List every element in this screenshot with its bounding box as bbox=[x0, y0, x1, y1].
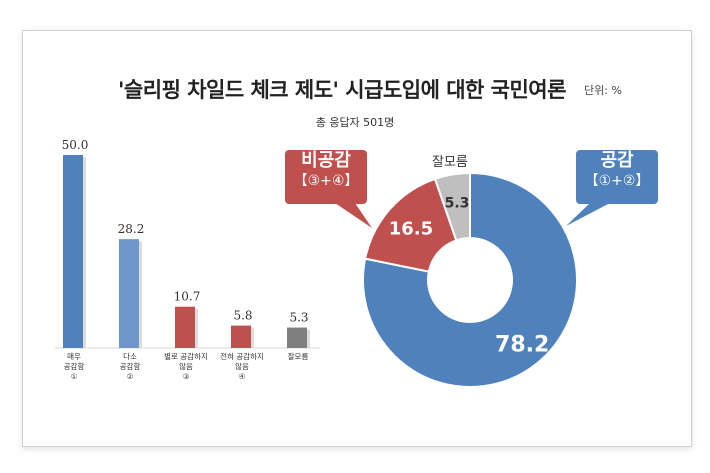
bar-category-label-2: ② bbox=[127, 372, 134, 381]
bar-value-label-2: 28.2 bbox=[118, 222, 145, 236]
bar-3 bbox=[175, 306, 195, 348]
bar-value-label-5: 5.3 bbox=[289, 311, 308, 325]
bar-value-label-4: 5.8 bbox=[233, 309, 252, 323]
bar-shadow-3 bbox=[195, 308, 198, 348]
bar-category-label-4: ④ bbox=[239, 372, 246, 381]
bar-value-label-1: 50.0 bbox=[62, 138, 89, 152]
bar-category-label-4: 않음 bbox=[235, 362, 249, 371]
bar-shadow-4 bbox=[251, 327, 254, 348]
callout-positive-sub: 【①+②】 bbox=[584, 173, 650, 189]
bar-category-label-1: ① bbox=[71, 372, 78, 381]
bar-category-label-3: 별로 공감하지 bbox=[164, 351, 208, 361]
callout-negative-sub: 【③+④】 bbox=[293, 173, 359, 189]
respondent-count: 총 응답자 501명 bbox=[315, 116, 395, 129]
bar-shadow-2 bbox=[139, 241, 142, 348]
bar-shadow-5 bbox=[307, 329, 310, 348]
donut-value-label-2: 16.5 bbox=[389, 219, 433, 240]
callout-dont-know: 잘모름 bbox=[432, 155, 468, 170]
bar-category-label-1: 공감함 bbox=[64, 361, 85, 371]
bar-category-label-3: ③ bbox=[183, 372, 190, 381]
bar-category-label-2: 공감함 bbox=[120, 361, 141, 371]
bar-5 bbox=[287, 327, 307, 348]
chart-title: '슬리핑 차일드 체크 제도' 시급도입에 대한 국민여론 bbox=[118, 78, 566, 102]
bar-shadow-1 bbox=[83, 157, 86, 348]
callout-positive: 공감 【①+②】 bbox=[576, 150, 658, 204]
callout-negative-title: 비공감 bbox=[301, 150, 351, 171]
bar-category-label-1: 매우 bbox=[67, 352, 81, 361]
bar-4 bbox=[231, 325, 251, 348]
callout-negative: 비공감 【③+④】 bbox=[285, 150, 367, 204]
bar-value-label-3: 10.7 bbox=[174, 290, 201, 304]
donut-value-label-3: 5.3 bbox=[445, 195, 470, 211]
callout-positive-title: 공감 bbox=[600, 150, 634, 171]
callout-positive-tail bbox=[566, 203, 610, 226]
bar-category-label-2: 다소 bbox=[123, 352, 137, 361]
bar-2 bbox=[119, 239, 139, 348]
callout-negative-tail bbox=[335, 203, 372, 228]
bar-category-label-3: 않음 bbox=[179, 362, 193, 371]
donut-slice-1 bbox=[362, 171, 578, 388]
donut-value-label-1: 78.2 bbox=[495, 333, 549, 358]
bar-category-label-4: 전혀 공감하지 bbox=[220, 351, 264, 361]
unit-label: 단위: % bbox=[584, 84, 622, 97]
bar-category-label-5: 잘모름 bbox=[288, 352, 309, 361]
bar-1 bbox=[63, 155, 83, 348]
donut-slice-3 bbox=[433, 171, 471, 242]
chart-frame bbox=[22, 30, 692, 447]
